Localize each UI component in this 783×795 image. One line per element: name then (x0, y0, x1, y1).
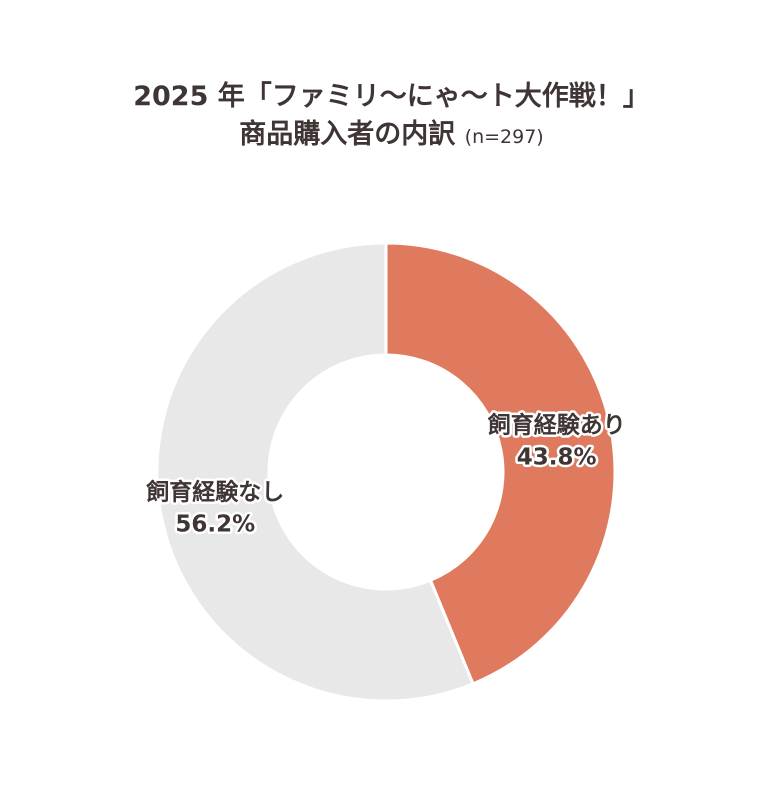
donut-slices (155, 241, 617, 703)
chart-title-line-1: 2025 年「ファミリ〜にゃ〜ト大作戦！」 (133, 81, 650, 112)
slice-label-2: 飼育経験なし (145, 479, 284, 506)
slice-value-label-1: 43.8% (517, 444, 597, 470)
donut-labels: 飼育経験あり 43.8% 飼育経験なし 56.2% (143, 409, 628, 540)
donut-slice-2 (155, 241, 475, 703)
chart-title-line-2: 商品購入者の内訳 (n=297) (0, 116, 783, 156)
chart-title-main: 商品購入者の内訳 (239, 119, 456, 150)
donut-slice-1 (384, 241, 617, 686)
slice-value-label-2: 56.2% (175, 512, 255, 538)
slice-label-1: 飼育経験あり (487, 411, 626, 438)
sample-size-note: (n=297) (464, 126, 544, 148)
chart-title: 2025 年「ファミリ〜にゃ〜ト大作戦！」 商品購入者の内訳 (n=297) (0, 78, 783, 156)
